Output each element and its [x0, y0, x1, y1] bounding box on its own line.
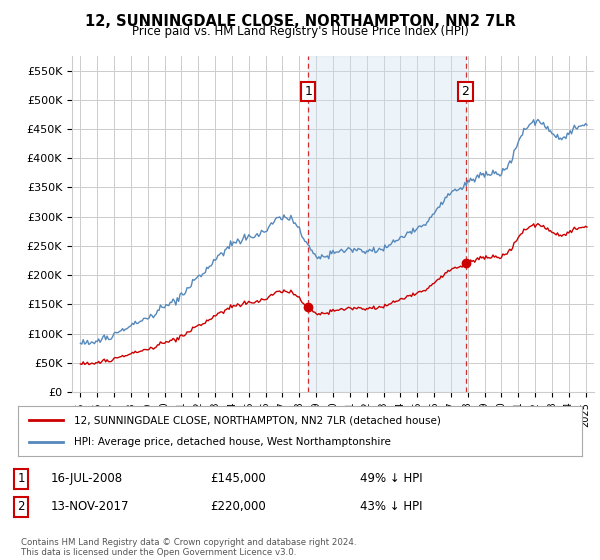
Text: 43% ↓ HPI: 43% ↓ HPI: [360, 500, 422, 514]
Text: 16-JUL-2008: 16-JUL-2008: [51, 472, 123, 486]
Text: Price paid vs. HM Land Registry's House Price Index (HPI): Price paid vs. HM Land Registry's House …: [131, 25, 469, 38]
Text: 2: 2: [17, 500, 25, 514]
Text: 49% ↓ HPI: 49% ↓ HPI: [360, 472, 422, 486]
Text: 1: 1: [17, 472, 25, 486]
Text: £220,000: £220,000: [210, 500, 266, 514]
Text: Contains HM Land Registry data © Crown copyright and database right 2024.
This d: Contains HM Land Registry data © Crown c…: [21, 538, 356, 557]
Text: 12, SUNNINGDALE CLOSE, NORTHAMPTON, NN2 7LR: 12, SUNNINGDALE CLOSE, NORTHAMPTON, NN2 …: [85, 14, 515, 29]
Text: 1: 1: [304, 85, 313, 98]
Text: 12, SUNNINGDALE CLOSE, NORTHAMPTON, NN2 7LR (detached house): 12, SUNNINGDALE CLOSE, NORTHAMPTON, NN2 …: [74, 415, 441, 425]
Text: 13-NOV-2017: 13-NOV-2017: [51, 500, 130, 514]
Bar: [308, 56, 466, 392]
Text: 2: 2: [461, 85, 469, 98]
Text: HPI: Average price, detached house, West Northamptonshire: HPI: Average price, detached house, West…: [74, 437, 391, 447]
Text: £145,000: £145,000: [210, 472, 266, 486]
